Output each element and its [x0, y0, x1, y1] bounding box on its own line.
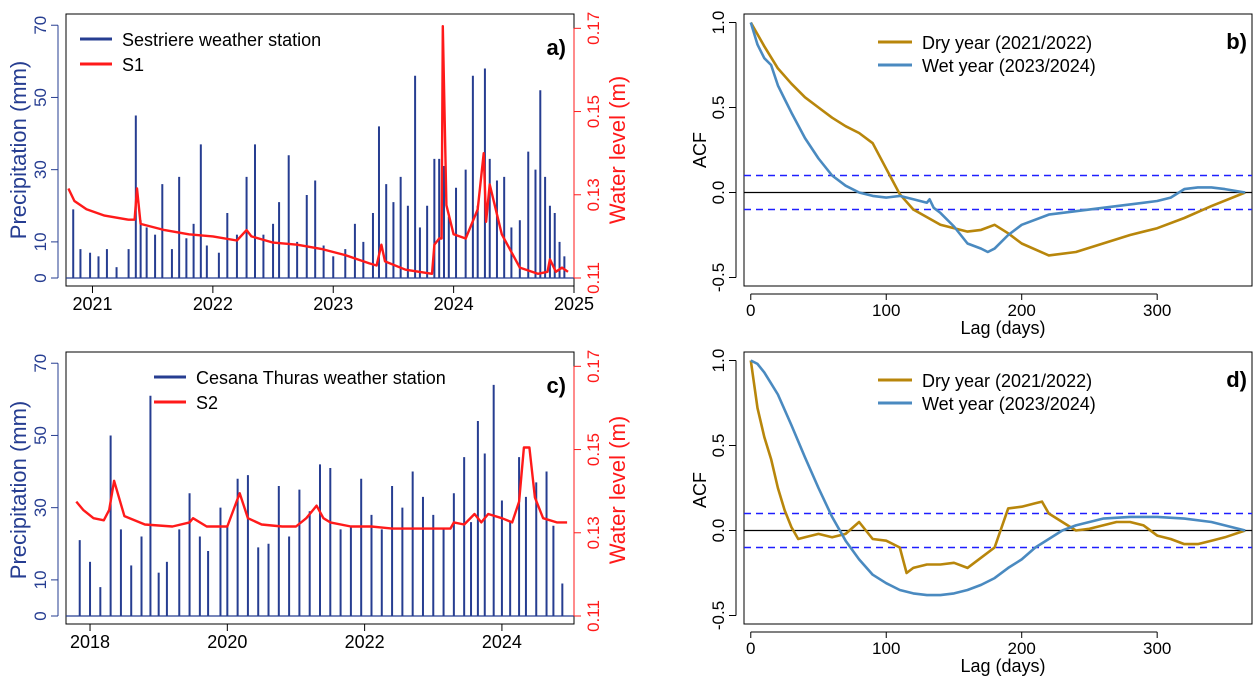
a-xtick-label-3: 2024: [434, 294, 474, 314]
a-xtick-label-0: 2021: [72, 294, 112, 314]
panel-c: 2018 2020 2022 2024 0 10 30 50 70 0.11 0.13 0.15 0…: [6, 350, 630, 652]
b-series-dry-line: [749, 21, 1246, 257]
b-xtick-label-3: 300: [1143, 301, 1171, 320]
panel-a-legend-precip: Sestriere weather station: [122, 30, 321, 50]
c-water-level-line: [75, 446, 568, 530]
panel-c-legend-level: S2: [196, 393, 218, 413]
panel-b-ylabel: ACF: [690, 132, 710, 168]
panel-a-label: a): [546, 35, 566, 60]
panel-b-label: b): [1226, 29, 1247, 54]
b-ytick-label-0: -0.5: [709, 263, 728, 292]
c-xtick-label-0: 2018: [70, 632, 110, 652]
c-xtick-label-1: 2020: [207, 632, 247, 652]
panel-c-legend: Cesana Thuras weather station S2: [154, 368, 446, 413]
a-ytick-right-label-1: 0.13: [584, 178, 603, 211]
b-ytick-label-1: 0.0: [709, 181, 728, 205]
panel-a: 2021 2022 2023 2024 2025 0 10 30 50 70 0.11 0.13 0…: [6, 12, 630, 314]
panel-d-frame: [743, 351, 1253, 625]
panel-c-ylabel-left: Precipitation (mm): [6, 401, 31, 579]
c-ytick-left-label-4: 70: [31, 354, 50, 373]
d-ytick-label-1: 0.0: [709, 519, 728, 543]
d-series-wet-line: [750, 359, 1246, 597]
b-ytick-label-2: 0.5: [709, 96, 728, 120]
panel-d: 0 100 200 300 -0.50.00.51.0 ACF Lag (days) …: [690, 349, 1253, 676]
d-xtick-label-1: 100: [872, 639, 900, 658]
panel-b-legend-wet: Wet year (2023/2024): [922, 56, 1096, 76]
a-ytick-left-label-1: 10: [31, 232, 50, 251]
b-ytick-label-3: 1.0: [709, 11, 728, 35]
a-xtick-label-2: 2023: [313, 294, 353, 314]
a-xtick-label-4: 2025: [554, 294, 594, 314]
a-ytick-left-label-0: 0: [31, 273, 50, 282]
panel-b: 0 100 200 300 -0.50.00.51.0 ACF Lag (days) …: [690, 11, 1253, 338]
c-ytick-left-label-3: 50: [31, 426, 50, 445]
c-ytick-right-label-1: 0.13: [584, 516, 603, 549]
a-ytick-left-label-2: 30: [31, 160, 50, 179]
c-ytick-right-label-3: 0.17: [584, 350, 603, 383]
panel-d-legend: Dry year (2021/2022) Wet year (2023/2024…: [878, 371, 1096, 414]
panel-d-legend-wet: Wet year (2023/2024): [922, 394, 1096, 414]
a-water-level-line: [67, 25, 569, 275]
panel-c-ylabel-right: Water level (m): [605, 416, 630, 564]
panel-d-xlabel: Lag (days): [960, 656, 1045, 676]
a-ytick-left-label-4: 70: [31, 16, 50, 35]
panel-b-xlabel: Lag (days): [960, 318, 1045, 338]
panel-a-ylabel-left: Precipitation (mm): [6, 61, 31, 239]
panel-a-legend: Sestriere weather station S1: [80, 30, 321, 75]
b-series-wet-line: [749, 22, 1246, 254]
panel-b-legend-dry: Dry year (2021/2022): [922, 33, 1092, 53]
d-series-dry-line: [749, 360, 1246, 575]
c-ytick-left-label-2: 30: [31, 498, 50, 517]
c-ytick-left-label-1: 10: [31, 570, 50, 589]
d-xtick-label-0: 0: [746, 639, 755, 658]
a-ytick-right-label-3: 0.17: [584, 12, 603, 45]
a-ytick-right-label-0: 0.11: [584, 262, 603, 294]
c-xtick-label-3: 2024: [482, 632, 522, 652]
panel-b-frame: [743, 13, 1253, 287]
b-xtick-label-2: 200: [1008, 301, 1036, 320]
d-xtick-label-2: 200: [1008, 639, 1036, 658]
a-ytick-left-label-3: 50: [31, 88, 50, 107]
c-xtick-label-2: 2022: [345, 632, 385, 652]
c-ytick-right-label-0: 0.11: [584, 600, 603, 632]
c-ytick-left-label-0: 0: [31, 611, 50, 620]
panel-d-ylabel: ACF: [690, 472, 710, 508]
panel-c-label: c): [546, 373, 566, 398]
a-ytick-right-label-2: 0.15: [584, 95, 603, 128]
d-ytick-label-0: -0.5: [709, 601, 728, 630]
panel-a-ylabel-right: Water level (m): [605, 76, 630, 224]
panel-b-legend: Dry year (2021/2022) Wet year (2023/2024…: [878, 33, 1096, 76]
panel-d-legend-dry: Dry year (2021/2022): [922, 371, 1092, 391]
panel-d-label: d): [1226, 367, 1247, 392]
panel-c-legend-precip: Cesana Thuras weather station: [196, 368, 446, 388]
d-ytick-label-3: 1.0: [709, 349, 728, 373]
a-xtick-label-1: 2022: [193, 294, 233, 314]
c-ytick-right-label-2: 0.15: [584, 433, 603, 466]
b-xtick-label-1: 100: [872, 301, 900, 320]
panel-a-legend-level: S1: [122, 55, 144, 75]
d-ytick-label-2: 0.5: [709, 434, 728, 458]
d-xtick-label-3: 300: [1143, 639, 1171, 658]
b-xtick-label-0: 0: [746, 301, 755, 320]
